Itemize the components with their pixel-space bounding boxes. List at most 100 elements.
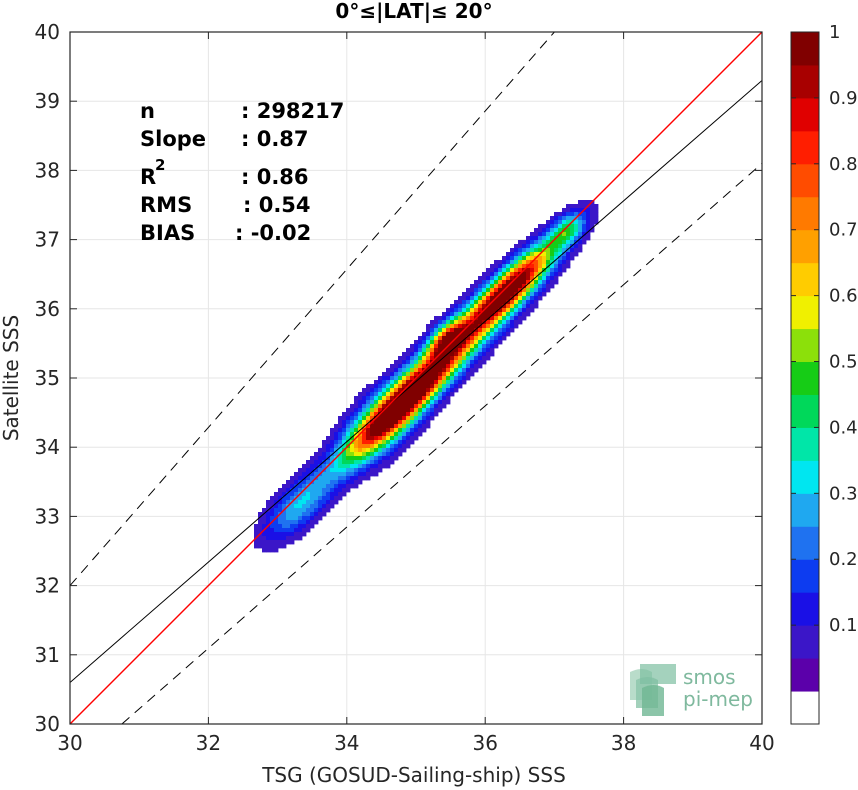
density-cell: [338, 436, 343, 441]
density-cell: [486, 288, 491, 293]
density-cell: [406, 356, 411, 361]
density-cell: [338, 448, 343, 453]
density-cell: [482, 300, 487, 305]
density-cell: [330, 488, 335, 493]
density-cell: [394, 384, 399, 389]
density-cell: [298, 516, 303, 521]
density-cell: [386, 400, 391, 405]
density-cell: [474, 304, 479, 309]
density-cell: [438, 396, 443, 401]
density-cell: [282, 492, 287, 497]
density-cell: [342, 412, 347, 417]
density-cell: [478, 348, 483, 353]
density-cell: [546, 232, 551, 237]
density-cell: [434, 360, 439, 365]
density-cell: [266, 536, 271, 541]
density-cell: [438, 344, 443, 349]
density-cell: [366, 420, 371, 425]
density-cell: [434, 392, 439, 397]
density-cell: [426, 356, 431, 361]
density-cell: [422, 428, 427, 433]
density-cell: [458, 372, 463, 377]
density-cell: [270, 544, 275, 549]
density-cell: [354, 396, 359, 401]
density-cell: [346, 480, 351, 485]
density-cell: [530, 244, 535, 249]
density-cell: [494, 272, 499, 277]
density-cell: [338, 484, 343, 489]
density-cell: [378, 392, 383, 397]
density-cell: [346, 416, 351, 421]
density-cell: [578, 216, 583, 221]
density-cell: [498, 320, 503, 325]
colorbar-segment: [791, 163, 819, 198]
density-cell: [426, 420, 431, 425]
density-cell: [538, 260, 543, 265]
density-cell: [586, 236, 591, 241]
density-cell: [270, 500, 275, 505]
density-cell: [318, 456, 323, 461]
density-cell: [338, 444, 343, 449]
density-cell: [390, 380, 395, 385]
density-cell: [454, 320, 459, 325]
density-cell: [554, 256, 559, 261]
density-cell: [330, 444, 335, 449]
density-cell: [398, 400, 403, 405]
density-cell: [510, 304, 515, 309]
density-cell: [450, 308, 455, 313]
density-cell: [542, 232, 547, 237]
density-cell: [318, 512, 323, 517]
density-cell: [458, 364, 463, 369]
density-cell: [574, 232, 579, 237]
density-cell: [270, 512, 275, 517]
density-cell: [430, 388, 435, 393]
density-cell: [554, 264, 559, 269]
density-cell: [422, 404, 427, 409]
density-cell: [338, 496, 343, 501]
density-cell: [282, 528, 287, 533]
density-cell: [278, 532, 283, 537]
stat-slope-label: Slope: [140, 127, 206, 151]
density-cell: [326, 508, 331, 513]
density-cell: [394, 380, 399, 385]
density-cell: [506, 308, 511, 313]
density-cell: [434, 364, 439, 369]
density-cell: [542, 252, 547, 257]
density-cell: [302, 512, 307, 517]
density-cell: [442, 336, 447, 341]
density-cell: [526, 236, 531, 241]
logo-pimep: pi-mep: [683, 687, 753, 711]
density-cell: [542, 236, 547, 241]
density-cell: [258, 512, 263, 517]
density-cell: [426, 372, 431, 377]
density-cell: [554, 220, 559, 225]
density-cell: [394, 408, 399, 413]
density-cell: [350, 472, 355, 477]
density-cell: [258, 544, 263, 549]
density-cell: [462, 368, 467, 373]
density-cell: [454, 376, 459, 381]
density-cell: [490, 328, 495, 333]
density-cell: [366, 476, 371, 481]
density-cell: [426, 412, 431, 417]
density-cell: [266, 520, 271, 525]
density-cell: [494, 336, 499, 341]
density-cell: [342, 428, 347, 433]
density-cell: [342, 420, 347, 425]
density-cell: [266, 548, 271, 553]
density-cell: [386, 408, 391, 413]
density-cell: [406, 372, 411, 377]
density-cell: [354, 476, 359, 481]
density-cell: [310, 504, 315, 509]
density-cell: [362, 460, 367, 465]
density-cell: [434, 336, 439, 341]
density-cell: [270, 532, 275, 537]
y-tick-label: 30: [35, 712, 60, 736]
density-cell: [402, 380, 407, 385]
density-cell: [282, 512, 287, 517]
density-cell: [490, 288, 495, 293]
density-cell: [506, 292, 511, 297]
density-cell: [482, 360, 487, 365]
density-cell: [494, 288, 499, 293]
density-cell: [334, 484, 339, 489]
